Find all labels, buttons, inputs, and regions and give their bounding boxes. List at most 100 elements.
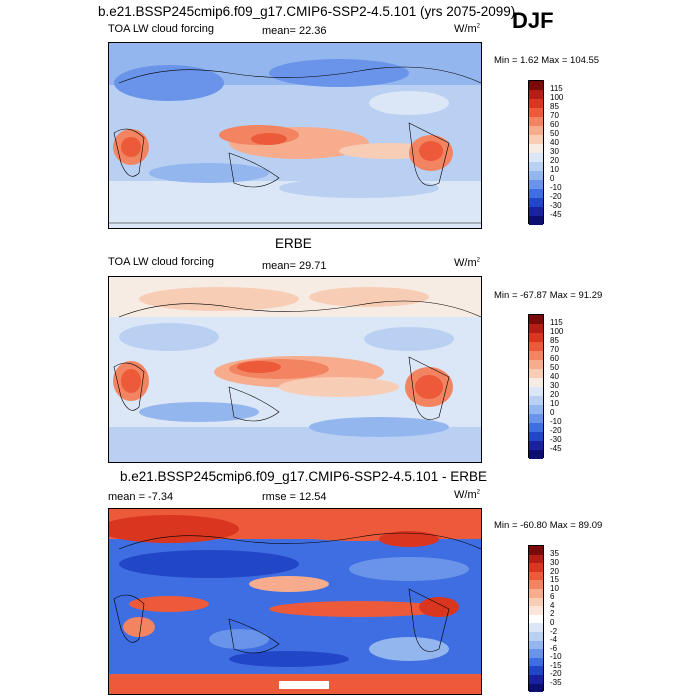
panel2-colorbar bbox=[528, 314, 544, 459]
colorbar-label: -15 bbox=[550, 661, 562, 670]
colorbar-segment bbox=[529, 666, 543, 675]
panel2-variable-label: TOA LW cloud forcing bbox=[108, 256, 214, 268]
colorbar-segment bbox=[529, 450, 543, 459]
colorbar-segment bbox=[529, 640, 543, 650]
colorbar-segment bbox=[529, 117, 543, 126]
colorbar-segment bbox=[529, 342, 543, 351]
colorbar-segment bbox=[529, 606, 543, 615]
panel3-mean-label: mean = -7.34 bbox=[108, 491, 174, 503]
panel1-minmax: Min = 1.62 Max = 104.55 bbox=[494, 55, 600, 66]
colorbar-segment bbox=[529, 597, 543, 607]
colorbar-label: 0 bbox=[550, 408, 555, 417]
colorbar-label: 35 bbox=[550, 549, 559, 558]
colorbar-segment bbox=[529, 614, 543, 624]
panel3-rmse-label: rmse = 12.54 bbox=[262, 491, 327, 503]
colorbar-segment bbox=[529, 207, 543, 216]
colorbar-label: 4 bbox=[550, 601, 555, 610]
colorbar-label: 20 bbox=[550, 567, 559, 576]
colorbar-segment bbox=[529, 396, 543, 405]
colorbar-label: 40 bbox=[550, 372, 559, 381]
colorbar-label: 15 bbox=[550, 575, 559, 584]
panel3-minmax: Min = -60.80 Max = 89.09 bbox=[494, 520, 603, 531]
colorbar-label: -35 bbox=[550, 678, 562, 687]
colorbar-label: 50 bbox=[550, 129, 559, 138]
colorbar-segment bbox=[529, 162, 543, 171]
colorbar-segment bbox=[529, 580, 543, 589]
panel1-units: W/m2 bbox=[454, 23, 480, 35]
colorbar-label: 20 bbox=[550, 156, 559, 165]
colorbar-segment bbox=[529, 90, 543, 99]
panel3-title: b.e21.BSSP245cmip6.f09_g17.CMIP6-SSP2-4.… bbox=[120, 469, 487, 484]
colorbar-label: 85 bbox=[550, 336, 559, 345]
colorbar-segment bbox=[529, 657, 543, 667]
colorbar-label: -20 bbox=[550, 669, 562, 678]
colorbar-segment bbox=[529, 554, 543, 564]
colorbar-segment bbox=[529, 99, 543, 108]
panel3-units: W/m2 bbox=[454, 489, 480, 501]
colorbar-segment bbox=[529, 324, 543, 333]
colorbar-segment bbox=[529, 649, 543, 658]
colorbar-segment bbox=[529, 216, 543, 225]
colorbar-label: 70 bbox=[550, 345, 559, 354]
colorbar-segment bbox=[529, 369, 543, 378]
colorbar-segment bbox=[529, 135, 543, 144]
colorbar-label: -2 bbox=[550, 627, 558, 636]
colorbar-segment bbox=[529, 675, 543, 684]
panel2-mean-label: mean= 29.71 bbox=[262, 260, 327, 272]
panel1-title: b.e21.BSSP245cmip6.f09_g17.CMIP6-SSP2-4.… bbox=[98, 4, 516, 19]
colorbar-label: 10 bbox=[550, 584, 559, 593]
colorbar-label: -10 bbox=[550, 183, 562, 192]
colorbar-segment bbox=[529, 563, 543, 572]
colorbar-segment bbox=[529, 571, 543, 581]
colorbar-segment bbox=[529, 351, 543, 360]
panel3-colorbar bbox=[528, 545, 544, 692]
colorbar-label: -20 bbox=[550, 192, 562, 201]
colorbar-segment bbox=[529, 414, 543, 423]
panel2-minmax: Min = -67.87 Max = 91.29 bbox=[494, 290, 603, 301]
colorbar-segment bbox=[529, 546, 543, 555]
season-label: DJF bbox=[512, 8, 554, 33]
colorbar-label: 40 bbox=[550, 138, 559, 147]
colorbar-label: 50 bbox=[550, 363, 559, 372]
panel2-title: ERBE bbox=[275, 236, 312, 251]
colorbar-segment bbox=[529, 441, 543, 450]
panel1-colorbar bbox=[528, 80, 544, 225]
colorbar-segment bbox=[529, 333, 543, 342]
colorbar-segment bbox=[529, 198, 543, 207]
colorbar-label: -20 bbox=[550, 426, 562, 435]
panel3-map bbox=[108, 508, 482, 695]
colorbar-label: 70 bbox=[550, 111, 559, 120]
colorbar-segment bbox=[529, 405, 543, 414]
colorbar-label: 30 bbox=[550, 381, 559, 390]
colorbar-segment bbox=[529, 126, 543, 135]
colorbar-label: 60 bbox=[550, 120, 559, 129]
colorbar-label: 20 bbox=[550, 390, 559, 399]
panel1-map bbox=[108, 42, 482, 229]
colorbar-label: -6 bbox=[550, 644, 558, 653]
colorbar-segment bbox=[529, 378, 543, 387]
colorbar-segment bbox=[529, 153, 543, 162]
colorbar-label: -30 bbox=[550, 435, 562, 444]
colorbar-label: 100 bbox=[550, 93, 564, 102]
colorbar-segment bbox=[529, 315, 543, 324]
colorbar-segment bbox=[529, 180, 543, 189]
colorbar-segment bbox=[529, 683, 543, 692]
panel2-units: W/m2 bbox=[454, 257, 480, 269]
colorbar-segment bbox=[529, 360, 543, 369]
colorbar-segment bbox=[529, 189, 543, 198]
colorbar-label: 30 bbox=[550, 147, 559, 156]
colorbar-label: 115 bbox=[550, 84, 563, 93]
colorbar-label: 115 bbox=[550, 318, 563, 327]
colorbar-segment bbox=[529, 81, 543, 90]
colorbar-label: -4 bbox=[550, 635, 558, 644]
colorbar-segment bbox=[529, 632, 543, 641]
panel1-mean-label: mean= 22.36 bbox=[262, 25, 327, 37]
colorbar-label: 2 bbox=[550, 609, 555, 618]
colorbar-label: 60 bbox=[550, 354, 559, 363]
panel1-variable-label: TOA LW cloud forcing bbox=[108, 23, 214, 35]
colorbar-label: 10 bbox=[550, 165, 559, 174]
colorbar-segment bbox=[529, 623, 543, 632]
colorbar-label: -10 bbox=[550, 417, 562, 426]
colorbar-segment bbox=[529, 144, 543, 153]
colorbar-label: 85 bbox=[550, 102, 559, 111]
